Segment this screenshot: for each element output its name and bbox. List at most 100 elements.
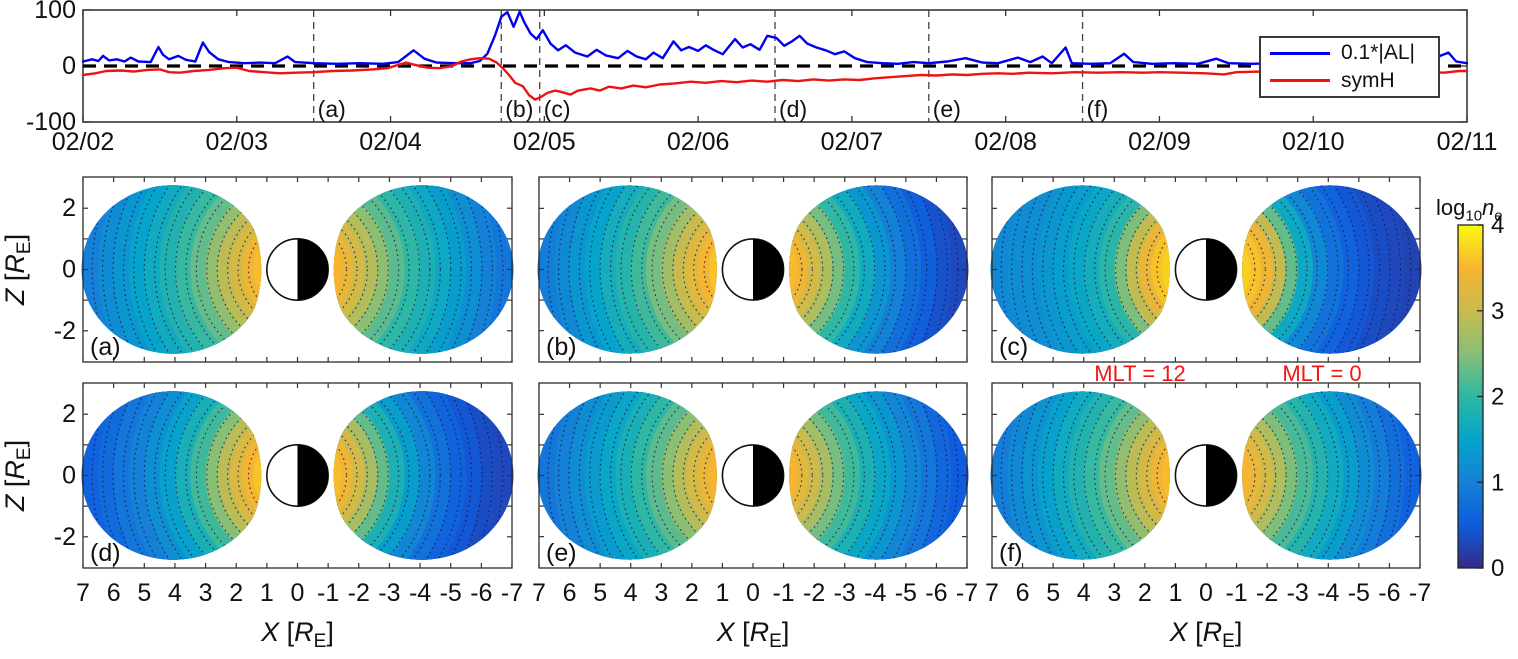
- contour-dotted-ring: [164, 185, 262, 354]
- axis-open: [: [279, 617, 295, 647]
- contour-dotted-ring: [185, 391, 262, 560]
- contour-dotted-ring: [672, 188, 717, 351]
- x-tick-label: -4: [409, 579, 431, 607]
- contour-dotted-ring: [1242, 185, 1298, 354]
- contour-dotted-ring: [333, 391, 483, 560]
- contour-dotted-ring: [789, 391, 949, 560]
- contour-dotted-ring: [1242, 415, 1266, 536]
- contour-dotted-ring: [1242, 185, 1318, 354]
- colorbar: 4 3 2 1 0: [1457, 212, 1504, 582]
- contour-dotted-ring: [789, 405, 824, 546]
- contour-dotted-ring: [333, 391, 504, 560]
- colorbar-title-varsub: e: [1494, 207, 1503, 225]
- contour-dotted-ring: [237, 415, 262, 536]
- axis-close: ]: [0, 440, 30, 448]
- x-tick-label: -1: [772, 579, 794, 607]
- x-axis-label: X [RE]: [1169, 617, 1243, 652]
- contour-dotted-ring: [789, 185, 917, 354]
- colorbar-title-base: 10: [1465, 207, 1483, 225]
- x-tick-label: 6: [1016, 579, 1030, 607]
- event-label: (a): [318, 96, 346, 122]
- date-tick-label: 02/06: [667, 128, 730, 156]
- colorbar-title-log: log: [1436, 195, 1466, 220]
- contour-dotted-ring: [789, 415, 813, 536]
- symh-line: [81, 57, 1469, 101]
- contour-dotted-ring: [789, 391, 855, 560]
- date-tick-label: 02/03: [205, 128, 268, 156]
- contour-dotted-ring: [333, 394, 379, 557]
- contour-dotted-ring: [333, 391, 421, 560]
- z-tick-label: 2: [62, 194, 76, 222]
- axis-R: R: [0, 254, 30, 274]
- event-label: (f): [1087, 96, 1109, 122]
- contour-dotted-ring: [789, 185, 928, 354]
- contour-dotted-ring: [1242, 391, 1318, 560]
- event-label: (b): [505, 96, 533, 122]
- contour-dotted-ring: [557, 391, 717, 560]
- x-tick-label: 1: [715, 579, 729, 607]
- axis-sub: E: [14, 447, 35, 460]
- contour-dotted-ring: [672, 394, 717, 557]
- contour-dotted-ring: [1242, 185, 1350, 354]
- panel-letter-label: (e): [546, 539, 577, 567]
- panel-letter-label: (f): [999, 539, 1023, 567]
- contour-dotted-ring: [1010, 185, 1170, 354]
- contour-dotted-ring: [789, 185, 855, 354]
- contour-dotted-ring: [693, 415, 717, 536]
- contour-dotted-ring: [1242, 391, 1329, 560]
- contour-dotted-ring: [333, 209, 358, 330]
- contour-dotted-ring: [789, 425, 803, 526]
- x-tick-label: -3: [834, 579, 856, 607]
- panel-letter-label: (c): [999, 333, 1028, 361]
- axis-sub: E: [314, 631, 327, 652]
- contour-dotted-ring: [1146, 415, 1170, 536]
- colorbar-tick-label: 1: [1491, 469, 1504, 496]
- contour-dotted-ring: [789, 185, 876, 354]
- contour-dotted-ring: [789, 391, 845, 560]
- contour-dotted-ring: [789, 391, 938, 560]
- legend-row-symh: symH: [1261, 69, 1438, 93]
- colorbar-title: log10ne: [1436, 195, 1503, 224]
- colorbar-tick-label: 2: [1491, 384, 1504, 411]
- x-tick-label: -5: [440, 579, 462, 607]
- contour-dotted-ring: [333, 185, 462, 354]
- contour-dotted-ring: [557, 185, 717, 354]
- contour-dotted-ring: [1242, 185, 1360, 354]
- date-tick-label: 02/04: [359, 128, 422, 156]
- contour-dotted-ring: [1242, 425, 1256, 526]
- contour-dotted-ring: [789, 209, 813, 330]
- contour-dotted-ring: [1052, 185, 1170, 354]
- earth-night-half: [1206, 238, 1237, 301]
- contour-dotted-ring: [578, 391, 717, 560]
- symh-line-swatch: [1270, 78, 1330, 83]
- x-tick-label: -7: [501, 579, 523, 607]
- axis-var: Z: [0, 493, 30, 512]
- z-axis-label: Z [RE]: [0, 440, 35, 512]
- contour-dotted-ring: [333, 185, 504, 354]
- x-tick-label: -5: [1348, 579, 1370, 607]
- x-tick-label: 0: [1199, 579, 1213, 607]
- axis-close: ]: [0, 234, 30, 242]
- contour-dotted-ring: [578, 185, 717, 354]
- x-tick-label: -6: [1378, 579, 1400, 607]
- contour-dotted-ring: [333, 425, 348, 526]
- axis-R: R: [1203, 617, 1223, 647]
- contour-dotted-ring: [599, 185, 717, 354]
- contour-dotted-ring: [185, 185, 262, 354]
- contour-dotted-ring: [789, 391, 865, 560]
- x-tick-label: 1: [260, 579, 274, 607]
- x-tick-label: 2: [1138, 579, 1152, 607]
- x-tick-label: -7: [956, 579, 978, 607]
- contour-dotted-ring: [1242, 405, 1277, 546]
- contour-dotted-ring: [1125, 394, 1170, 557]
- contour-dotted-ring: [333, 185, 431, 354]
- date-tick-label: 02/08: [974, 128, 1037, 156]
- x-tick-label: -2: [803, 579, 825, 607]
- contour-dotted-ring: [333, 391, 493, 560]
- x-tick-label: 0: [746, 579, 760, 607]
- contour-dotted-ring: [1146, 209, 1170, 330]
- contour-dotted-ring: [789, 219, 803, 320]
- contour-dotted-ring: [789, 185, 907, 354]
- contour-dotted-ring: [143, 185, 262, 354]
- colorbar-tick-label: 3: [1491, 298, 1504, 325]
